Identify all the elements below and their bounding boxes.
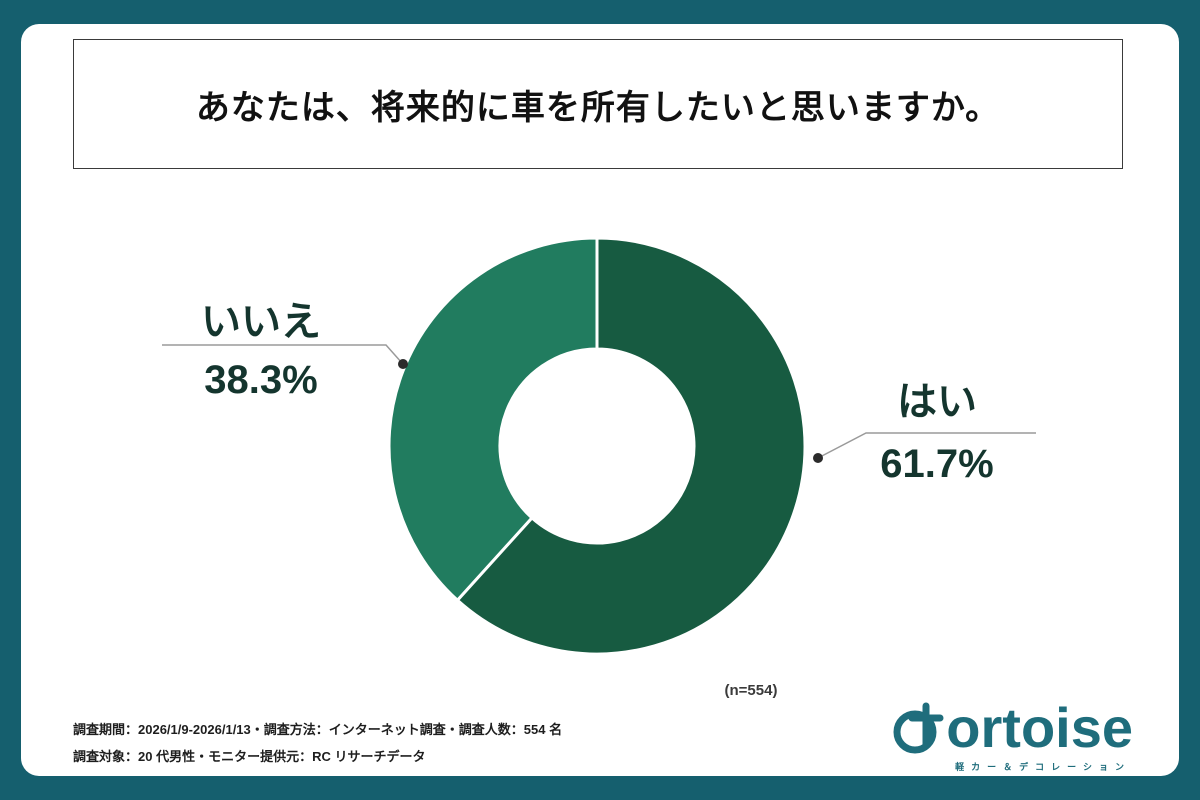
title-box: あなたは、将来的に車を所有したいと思いますか。 <box>73 39 1123 169</box>
survey-question-title: あなたは、将来的に車を所有したいと思いますか。 <box>195 88 1001 127</box>
leader-dot-yes <box>813 453 823 463</box>
donut-segment-0 <box>455 236 807 656</box>
donut-segment-1 <box>387 236 599 603</box>
footer-line-2: 調査対象：20 代男性・モニター提供元：RC リサーチデータ <box>73 749 426 764</box>
callout-yes-value: 61.7% <box>807 442 1067 486</box>
sample-size-note: (n=554) <box>724 682 778 699</box>
callout-no-label-text: いいえ <box>201 300 321 344</box>
leader-line-yes <box>817 432 1036 459</box>
tortoise-logo-icon <box>893 702 944 754</box>
leader-dot-no <box>398 359 408 369</box>
brand-logo: ortoise 軽カー＆デコレーション <box>888 698 1133 773</box>
callout-yes-value-text: 61.7% <box>880 442 994 486</box>
callout-yes-label-text: はい <box>897 380 977 424</box>
logo-tagline: 軽カー＆デコレーション <box>955 762 1131 772</box>
footer-line-1: 調査期間：2026/1/9-2026/1/13・調査方法：インターネット調査・調… <box>73 722 563 737</box>
survey-methodology-footer: 調査期間：2026/1/9-2026/1/13・調査方法：インターネット調査・調… <box>73 716 562 770</box>
logo-row: ortoise <box>888 698 1133 758</box>
callout-no-value-text: 38.3% <box>204 358 318 402</box>
callout-yes-label: はい <box>807 380 1067 424</box>
leader-line-no <box>162 344 403 364</box>
callout-no-value: 38.3% <box>131 358 391 402</box>
donut-chart <box>162 236 1036 656</box>
logo-wordmark: ortoise <box>946 696 1133 759</box>
content-card: あなたは、将来的に車を所有したいと思いますか。 いいえ 38.3% はい 61.… <box>21 24 1179 776</box>
callout-no-label: いいえ <box>131 300 391 344</box>
